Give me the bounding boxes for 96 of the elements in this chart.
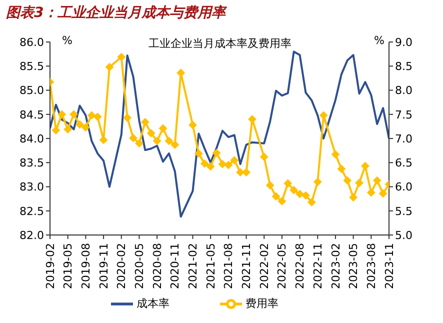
x-tick-label: 2022-08 [294, 243, 307, 289]
point [218, 160, 226, 168]
point [320, 111, 328, 120]
point [76, 120, 84, 129]
point [314, 178, 322, 186]
chart-title: 图表3：工业企业当月成本与费用率 [6, 4, 226, 22]
point [64, 125, 72, 134]
x-tick-label: 2019-02 [44, 243, 57, 289]
y-tick-label: 83.5 [20, 156, 44, 170]
y2-tick-label: 9.0 [395, 36, 412, 49]
x-tick-label: 2023-05 [347, 243, 360, 289]
y-tick-label: 85.5 [20, 60, 44, 74]
point [296, 190, 304, 198]
x-tick-label: 2021-11 [240, 243, 254, 289]
x-tick-label: 2021-02 [186, 243, 200, 289]
legend-label: 费用率 [246, 297, 278, 310]
point [248, 115, 256, 124]
y2-tick-label: 6.0 [395, 180, 412, 194]
point [379, 190, 388, 198]
x-tick-label: 2020-11 [168, 243, 182, 289]
x-tick-label: 2019-08 [79, 243, 92, 289]
point [278, 197, 286, 206]
y2-tick-label: 5.0 [395, 228, 412, 242]
point [242, 168, 250, 176]
point [135, 139, 144, 148]
point [236, 168, 244, 176]
point [266, 181, 274, 190]
point [284, 179, 292, 188]
y-axis-title: % [62, 34, 72, 47]
point [141, 118, 150, 126]
x-tick-label: 2020-08 [150, 243, 164, 289]
point [164, 136, 173, 145]
point [349, 193, 358, 202]
y-tick-label: 86.0 [20, 36, 44, 49]
point [58, 110, 66, 118]
point [88, 111, 96, 120]
point [100, 136, 108, 144]
point [147, 129, 156, 138]
point [70, 110, 78, 118]
point [331, 150, 340, 158]
x-tick-label: 2019-05 [62, 243, 75, 289]
y2-tick-label: 5.5 [395, 204, 412, 218]
point [337, 164, 346, 173]
y-tick-label: 82.5 [20, 204, 44, 218]
point [153, 136, 162, 145]
y-tick-label: 85.0 [20, 84, 44, 98]
point [373, 176, 382, 184]
x-tick-label: 2022-11 [311, 243, 324, 289]
point [260, 152, 268, 161]
point [176, 68, 185, 77]
point [194, 149, 203, 158]
x-tick-label: 2022-05 [276, 243, 289, 289]
legend-label: 成本率 [136, 297, 170, 310]
chart-subtitle: 工业企业当月成本率及费用率 [148, 37, 292, 50]
x-tick-label: 2021-08 [222, 243, 236, 289]
point [82, 123, 90, 132]
y2-tick-label: 7.5 [395, 108, 412, 122]
y2-tick-label: 8.0 [395, 84, 412, 98]
x-tick-label: 2019-11 [97, 243, 110, 289]
x-tick-label: 2023-11 [382, 243, 396, 289]
y-tick-label: 83.0 [20, 180, 44, 194]
point [206, 162, 215, 170]
x-tick-label: 2022-02 [258, 243, 271, 289]
point [302, 191, 310, 200]
y2-axis-title: % [374, 34, 384, 47]
point [355, 178, 364, 187]
point [105, 63, 114, 72]
point [272, 192, 280, 200]
x-tick-label: 2023-02 [329, 243, 342, 289]
x-tick-label: 2021-05 [204, 243, 218, 289]
point [343, 176, 352, 184]
x-tick-label: 2023-08 [364, 243, 378, 289]
y2-tick-label: 6.5 [395, 156, 412, 170]
y2-tick-label: 7.0 [395, 132, 412, 146]
point [212, 148, 221, 157]
point [361, 162, 370, 170]
point [129, 134, 138, 142]
y-tick-label: 84.0 [20, 132, 44, 146]
point [94, 112, 102, 121]
point [188, 120, 197, 129]
y-tick-label: 84.5 [20, 108, 44, 122]
x-tick-label: 2020-05 [133, 243, 146, 289]
point [367, 188, 376, 197]
x-tick-label: 2020-02 [115, 243, 128, 289]
point [308, 198, 316, 206]
y2-tick-label: 8.5 [395, 60, 412, 74]
point [230, 156, 238, 164]
point [159, 124, 167, 132]
y-tick-label: 82.0 [20, 228, 44, 242]
point [200, 160, 209, 168]
point [224, 161, 232, 170]
point [290, 186, 298, 194]
point [123, 114, 132, 122]
point [52, 126, 60, 134]
point [170, 140, 179, 149]
point [117, 52, 126, 61]
